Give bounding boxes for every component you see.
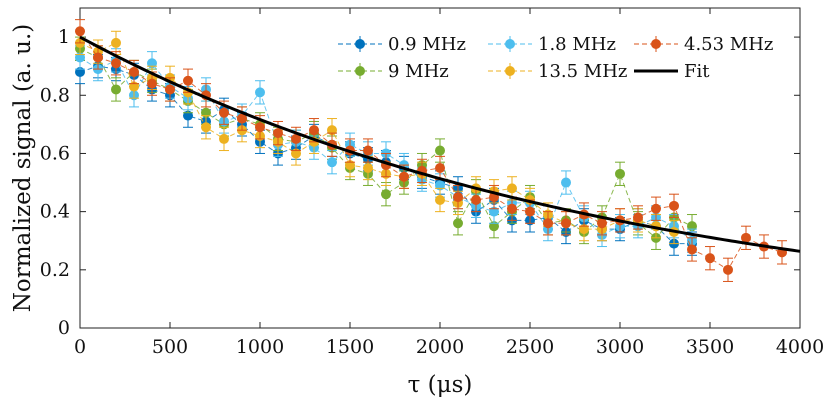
legend-swatch-marker <box>505 39 515 49</box>
data-point <box>381 189 391 200</box>
data-point <box>507 203 517 214</box>
legend: 0.9 MHz 1.8 MHz 4.53 MHz 9 MHz 13.5 MHz Fit <box>338 34 773 82</box>
data-point <box>435 163 445 173</box>
data-point <box>525 206 535 217</box>
data-point <box>705 253 715 264</box>
legend-label: 0.9 MHz <box>388 34 466 55</box>
x-axis-label: τ (μs) <box>408 372 473 398</box>
data-point <box>111 37 121 48</box>
x-tick-label: 4000 <box>776 336 824 358</box>
data-point <box>435 195 445 205</box>
y-tick-label: 0.8 <box>40 84 70 106</box>
x-tick-label: 0 <box>74 336 86 358</box>
x-tick-label: 1000 <box>236 336 284 358</box>
data-point <box>651 203 661 214</box>
data-point <box>615 168 625 179</box>
data-point <box>399 171 409 182</box>
legend-item: 1.8 MHz <box>488 34 616 55</box>
x-tick-label: 3000 <box>596 336 644 358</box>
y-tick-label: 0.4 <box>40 201 70 223</box>
data-point <box>111 84 121 95</box>
data-point <box>237 113 247 124</box>
data-point <box>327 157 337 168</box>
legend-item: 9 MHz <box>338 61 449 82</box>
data-point <box>669 200 679 211</box>
data-point <box>471 195 481 205</box>
fit-curve <box>79 35 801 253</box>
y-tick-label: 0 <box>58 317 70 339</box>
y-axis-label: Normalized signal (a. u.) <box>10 24 36 312</box>
data-point <box>561 218 571 229</box>
x-tick-label: 2000 <box>416 336 464 358</box>
axis-ticks: 0 500 1000 1500 2000 2500 3000 3500 4000 0 0.2 0.4 0… <box>40 8 824 358</box>
data-point <box>183 75 193 86</box>
x-tick-label: 1500 <box>326 336 374 358</box>
legend-item: Fit <box>634 61 710 82</box>
data-point <box>255 87 265 98</box>
data-point <box>147 78 157 89</box>
x-tick-label: 3500 <box>686 336 734 358</box>
y-tick-label: 0.2 <box>40 259 70 281</box>
data-point <box>741 232 751 243</box>
x-tick-label: 500 <box>152 336 188 358</box>
data-point <box>93 52 103 63</box>
legend-label: Fit <box>684 61 710 82</box>
data-point <box>129 67 139 77</box>
legend-swatch-marker <box>355 66 365 76</box>
data-point <box>255 122 265 133</box>
legend-swatch-marker <box>651 39 661 49</box>
data-point <box>273 128 283 139</box>
data-point <box>453 218 463 229</box>
data-point <box>453 192 463 203</box>
data-point <box>687 244 697 255</box>
data-point <box>363 163 373 173</box>
data-point <box>165 84 175 95</box>
y-tick-label: 0.6 <box>40 142 70 164</box>
legend-swatch-marker <box>355 39 365 49</box>
data-point <box>111 58 121 69</box>
data-point <box>543 218 553 229</box>
legend-label: 9 MHz <box>388 61 449 82</box>
data-point <box>435 145 445 156</box>
series-line <box>79 30 783 271</box>
data-point <box>723 264 733 275</box>
data-point <box>291 133 301 144</box>
data-point <box>201 122 211 133</box>
data-point <box>507 183 517 194</box>
legend-item: 13.5 MHz <box>488 61 627 82</box>
legend-label: 4.53 MHz <box>684 34 773 55</box>
series-line <box>79 48 693 239</box>
data-point <box>75 26 85 37</box>
legend-item: 4.53 MHz <box>634 34 773 55</box>
data-point <box>561 177 571 188</box>
series-layer <box>75 19 787 282</box>
legend-item: 0.9 MHz <box>338 34 466 55</box>
data-point <box>597 218 607 229</box>
data-point <box>363 145 373 156</box>
series-4_53-mhz <box>75 19 787 282</box>
legend-label: 1.8 MHz <box>538 34 616 55</box>
legend-swatch-marker <box>505 66 515 76</box>
x-tick-label: 2500 <box>506 336 554 358</box>
data-point <box>309 125 319 136</box>
data-point <box>219 107 229 118</box>
legend-label: 13.5 MHz <box>538 61 627 82</box>
y-tick-label: 1 <box>58 26 70 48</box>
data-point <box>633 212 643 223</box>
fit-layer <box>79 35 801 253</box>
data-point <box>219 133 229 144</box>
